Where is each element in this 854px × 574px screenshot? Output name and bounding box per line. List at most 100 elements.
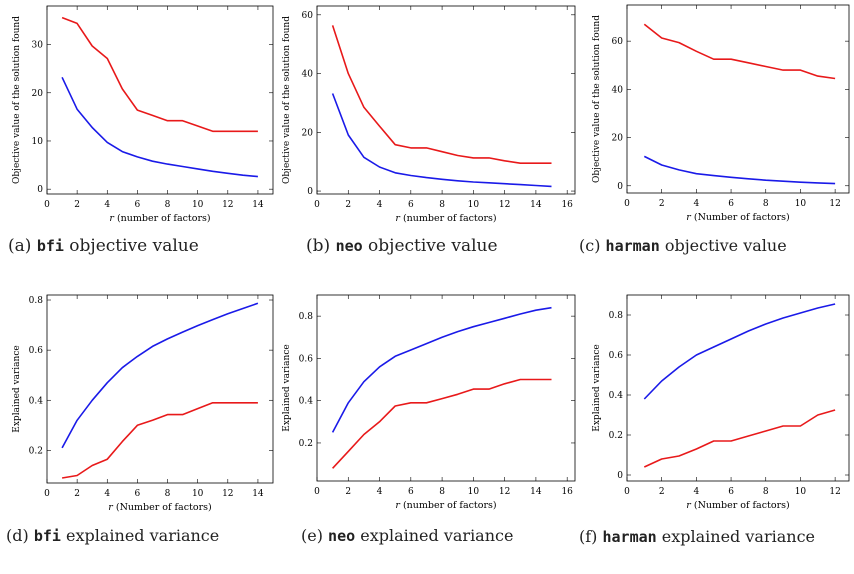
x-tick-label-a-1: 2: [74, 200, 80, 210]
x-tick-label-f-0: 0: [624, 487, 630, 497]
plot-frame-f: [626, 294, 850, 482]
x-axis-label-d: r (Number of factors): [108, 502, 211, 513]
x-axis-text-a: (number of factors): [114, 213, 211, 224]
y-tick-label-c-0: 0: [617, 182, 623, 192]
series-line-d-0: [61, 302, 259, 449]
plot-frame-e: [316, 294, 576, 482]
y-tick-label-f-4: 0.8: [609, 311, 624, 321]
caption-d-tag: (d): [6, 526, 29, 545]
x-tick-label-e-2: 4: [377, 487, 383, 497]
x-tick-label-c-2: 4: [694, 199, 700, 209]
x-tick-label-d-0: 0: [44, 489, 50, 499]
x-tick-label-c-5: 10: [795, 199, 807, 209]
x-tick-label-c-0: 0: [624, 199, 630, 209]
y-tick-label-a-2: 20: [32, 89, 44, 99]
y-tick-label-d-2: 0.6: [29, 346, 44, 356]
y-tick-label-d-1: 0.4: [29, 396, 44, 406]
y-tick-label-a-3: 30: [32, 41, 44, 51]
x-tick-label-e-6: 12: [499, 487, 510, 497]
y-tick-label-f-3: 0.6: [609, 351, 624, 361]
x-axis-var-b: r: [395, 213, 401, 224]
chart-b-svg: 0 2 4 6 8 10 12 14 16 0 20 40 60 r (number of factors…: [282, 5, 576, 224]
caption-c-text: objective value: [659, 236, 787, 255]
y-tick-label-a-0: 0: [37, 185, 43, 195]
x-tick-label-e-4: 8: [439, 487, 445, 497]
x-tick-label-a-7: 14: [252, 200, 264, 210]
x-tick-label-b-3: 6: [408, 200, 414, 210]
plot-frame-a: [46, 5, 274, 195]
x-axis-text-b: (number of factors): [400, 213, 497, 224]
x-axis-var-e: r: [395, 500, 401, 511]
chart-panel-b: 0 2 4 6 8 10 12 14 16 0 20 40 60 r (number of factors…: [282, 0, 580, 232]
x-tick-label-c-6: 12: [829, 199, 840, 209]
plot-frame-c: [626, 4, 850, 194]
x-tick-label-f-2: 4: [694, 487, 700, 497]
series-line-b-0: [331, 25, 552, 164]
caption-c: (c) harman objective value: [579, 236, 787, 255]
caption-e-text: explained variance: [355, 526, 514, 545]
y-tick-label-f-0: 0: [617, 471, 623, 481]
y-tick-label-f-2: 0.4: [609, 391, 624, 401]
chart-a-svg: 0 2 4 6 8 10 12 14 0 10 20 30 r (number of factors) O…: [12, 5, 274, 224]
x-axis-text-d: (Number of factors): [113, 502, 212, 513]
x-tick-label-f-3: 6: [728, 487, 734, 497]
x-tick-label-a-6: 12: [222, 200, 233, 210]
caption-f-dataset: harman: [602, 528, 657, 546]
y-tick-label-e-1: 0.4: [299, 397, 314, 407]
caption-b-text: objective value: [362, 236, 498, 256]
x-tick-label-e-1: 2: [345, 487, 351, 497]
series-line-a-0: [61, 16, 258, 133]
y-tick-label-c-3: 60: [612, 37, 624, 47]
x-tick-label-e-8: 16: [561, 487, 573, 497]
caption-a-tag: (a): [8, 236, 32, 256]
x-tick-label-b-8: 16: [561, 200, 573, 210]
chart-panel-f: 0 2 4 6 8 10 12 0 0.2 0.4 0.6 0.8 r (Number of facto…: [585, 290, 854, 522]
plot-frame-b: [316, 5, 576, 195]
x-tick-label-b-1: 2: [345, 200, 351, 210]
plot-frame-d: [46, 294, 274, 484]
y-axis-label-c: Objective value of the solution found: [592, 15, 602, 183]
y-tick-label-a-1: 10: [32, 137, 44, 147]
x-tick-label-a-5: 10: [192, 200, 204, 210]
chart-f-svg: 0 2 4 6 8 10 12 0 0.2 0.4 0.6 0.8 r (Number of facto…: [592, 294, 850, 511]
x-tick-label-b-5: 10: [468, 200, 480, 210]
x-tick-label-e-5: 10: [468, 487, 480, 497]
y-tick-label-c-2: 40: [612, 85, 624, 95]
chart-panel-e: 0 2 4 6 8 10 12 14 16 0.2 0.4 0.6 0.8 r (number of fa…: [282, 290, 580, 522]
x-tick-label-c-4: 8: [763, 199, 769, 209]
series-line-a-1: [61, 76, 258, 178]
series-line-f-1: [643, 409, 836, 468]
x-tick-label-d-3: 6: [135, 489, 141, 499]
x-tick-label-f-4: 8: [763, 487, 769, 497]
caption-f: (f) harman explained variance: [579, 526, 851, 548]
x-tick-label-a-4: 8: [165, 200, 171, 210]
y-tick-label-d-0: 0.2: [29, 446, 43, 456]
x-tick-label-e-3: 6: [408, 487, 414, 497]
y-tick-label-e-2: 0.6: [299, 354, 314, 364]
caption-c-dataset: harman: [605, 237, 660, 255]
x-axis-label-e: r (number of factors): [395, 500, 496, 511]
y-tick-label-f-1: 0.2: [609, 431, 623, 441]
y-tick-label-d-3: 0.8: [29, 296, 44, 306]
caption-a-dataset: bfi: [36, 237, 64, 255]
x-axis-var-c: r: [686, 212, 692, 223]
x-axis-text-e: (number of factors): [400, 500, 497, 511]
caption-f-tag: (f): [579, 527, 598, 546]
y-tick-label-b-2: 40: [302, 70, 314, 80]
x-tick-label-b-7: 14: [530, 200, 542, 210]
y-axis-label-f: Explained variance: [592, 344, 602, 431]
series-line-c-0: [643, 23, 836, 80]
x-tick-label-b-0: 0: [314, 200, 320, 210]
chart-c-svg: 0 2 4 6 8 10 12 0 20 40 60 r (Number of factors) Obj…: [592, 4, 850, 223]
y-tick-label-b-0: 0: [307, 187, 313, 197]
x-tick-label-e-7: 14: [530, 487, 542, 497]
x-tick-label-b-2: 4: [377, 200, 383, 210]
x-axis-var-f: r: [686, 500, 692, 511]
chart-panel-a: 0 2 4 6 8 10 12 14 0 10 20 30 r (number of factors) O…: [0, 0, 275, 232]
x-axis-text-c: (Number of factors): [691, 212, 790, 223]
series-line-b-1: [331, 93, 552, 188]
x-tick-label-a-2: 4: [104, 200, 110, 210]
y-axis-label-b: Objective value of the solution found: [282, 16, 292, 184]
x-tick-label-a-3: 6: [135, 200, 141, 210]
caption-b-dataset: neo: [335, 237, 363, 255]
